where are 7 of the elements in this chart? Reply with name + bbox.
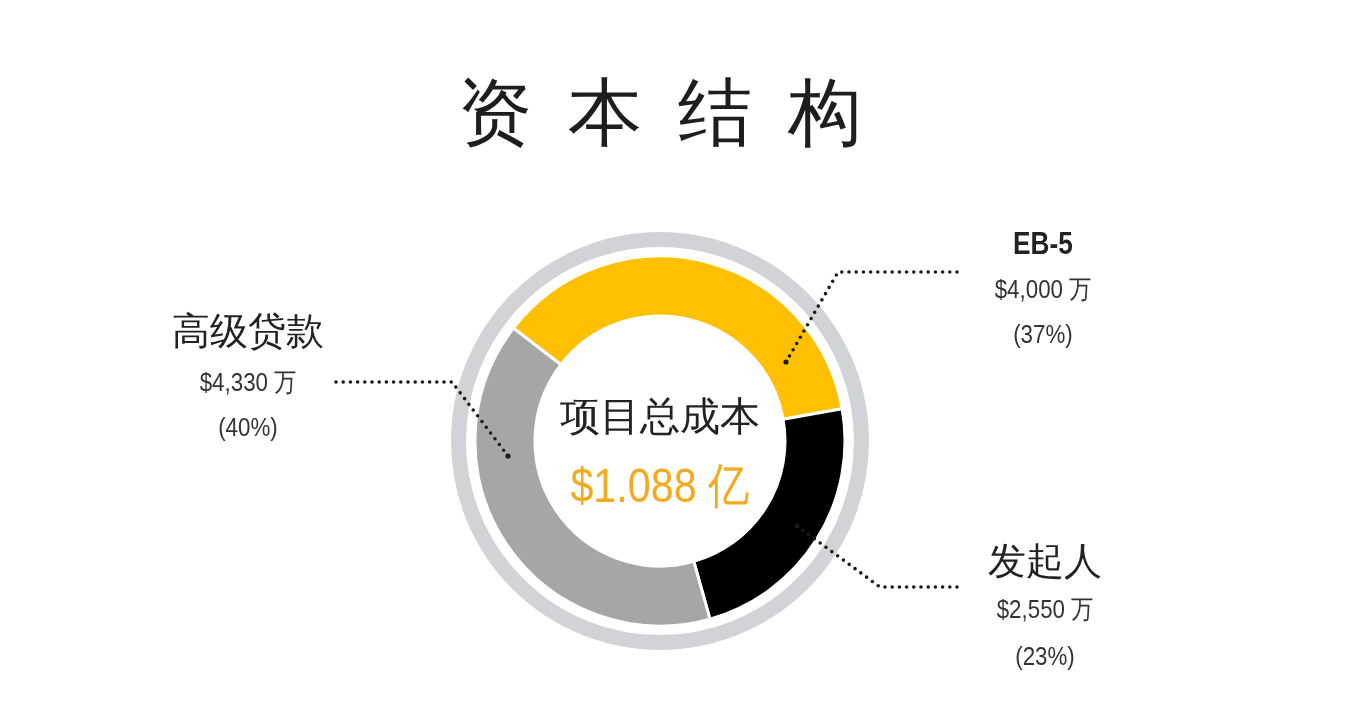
chart-title: 资本结构 xyxy=(458,69,898,155)
slice-label: EB-5 xyxy=(1013,225,1073,261)
data-label: $2,550 万 (23%) xyxy=(996,594,1094,671)
data-label: $4,000 万 (37%) xyxy=(994,274,1092,349)
slice-label: 发起人 xyxy=(988,540,1102,582)
data-label: $4,330 万 (40%) xyxy=(199,367,297,442)
slice-label: 高级贷款 xyxy=(172,310,324,352)
